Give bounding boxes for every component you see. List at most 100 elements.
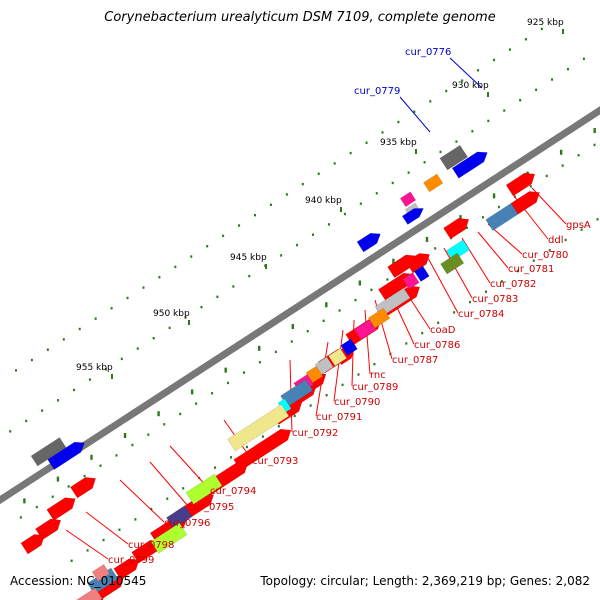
tick-dot [232,285,235,288]
gene-label-cur_0786: cur_0786 [414,340,460,351]
tick-dot [519,98,522,102]
tick-dot [309,404,312,407]
tick-dot [540,27,543,31]
tick-dot [524,38,527,41]
tick-dot [142,286,145,289]
gene-orange-outer [423,173,444,193]
tick-dot [290,340,293,343]
gene-cyan [445,239,470,262]
tick-dot [516,269,519,273]
tick-dot [78,327,81,331]
tick-mark [492,193,496,199]
gene-lime [185,473,223,505]
gene-label-cur_0792: cur_0792 [292,428,338,439]
gene-labels: gpsAddlcur_0780cur_0781cur_0782cur_0783c… [108,47,591,566]
accession-label: Accession: NC_010545 [10,574,147,588]
gene-label-cur_0790: cur_0790 [334,397,380,408]
tick-dot [72,388,75,392]
tick-dot [200,305,203,309]
tick-dot [19,516,22,519]
tick-dot [158,276,161,279]
tick-mark [392,258,395,264]
tick-mark [190,389,194,395]
tick-dot [500,280,503,283]
tick-dot [245,445,248,449]
tick-dot [343,212,346,216]
tick-dot [184,316,187,319]
tick-mark [157,411,160,417]
tick-dot [493,58,496,62]
tick-dot [469,300,472,304]
tick-dot [46,348,49,351]
tick-mark [291,324,294,330]
tick-mark [559,149,563,155]
tick-dot [126,296,129,300]
tick-dot [51,495,54,498]
gene-khaki [328,347,348,367]
gene-label-cur_0794: cur_0794 [210,486,256,497]
tick-mark [358,280,362,286]
gene-orange [305,365,324,384]
tick-dot [471,130,474,133]
tick-mark [123,432,127,438]
gene-cds-forward [510,191,540,215]
tick-dot [551,78,554,81]
leader-line [399,96,431,133]
tick-dot [222,234,225,238]
tick-dot [561,164,564,167]
tick-dot [248,274,251,278]
gene-lime [150,522,188,554]
tick-dot [41,409,44,412]
tick-dot [216,295,219,299]
gene-cds-forward [387,254,417,279]
leader-line [85,511,129,545]
tick-dot [206,245,209,248]
tick-dot [296,243,299,247]
tick-mark [258,345,261,351]
tick-dot [99,464,102,467]
gene-label-cur_0793: cur_0793 [252,456,298,467]
tick-dot [437,321,440,324]
gene-label-cur_0787: cur_0787 [392,355,438,366]
tick-dot [373,362,376,366]
tick-mark [325,302,328,308]
tick-dot [354,298,357,302]
tick-dot [564,238,567,242]
tick-dot [455,140,458,143]
tick-dot [227,381,230,385]
gene-label-cur_0791: cur_0791 [316,412,362,423]
gene-pink-outer [399,191,417,208]
gene-blue-outer [356,232,381,253]
gene-rose [75,587,103,600]
leader-line [65,529,109,560]
gene-label-cur_0776: cur_0776 [405,47,451,58]
tick-dot [582,57,585,61]
tick-dot [118,528,121,531]
gene-olive [440,252,465,275]
tick-dot [322,319,325,323]
gene-pink [402,272,420,290]
tick-dot [211,392,214,395]
tick-dot [333,162,336,165]
leader-line [364,309,371,375]
tick-dot [357,373,360,376]
gene-cds-forward [505,172,536,197]
tick-dot [381,131,384,134]
tick-dot [163,423,166,426]
tick-mark [459,215,462,221]
tick-dot [147,433,150,436]
tick-dot [280,254,283,257]
gene-label-cur_0795: cur_0795 [188,502,234,513]
tick-dot [182,487,185,490]
scale-label: 935 kbp [380,138,417,148]
tick-dot [503,109,506,112]
tick-dot [596,218,599,221]
gene-label-cur_0784: cur_0784 [458,309,504,320]
tick-dot [70,559,73,562]
tick-dot [174,265,177,269]
scale-tick [562,29,564,34]
tick-dot [423,161,426,164]
leader-line [477,231,509,269]
tick-mark [224,367,227,373]
